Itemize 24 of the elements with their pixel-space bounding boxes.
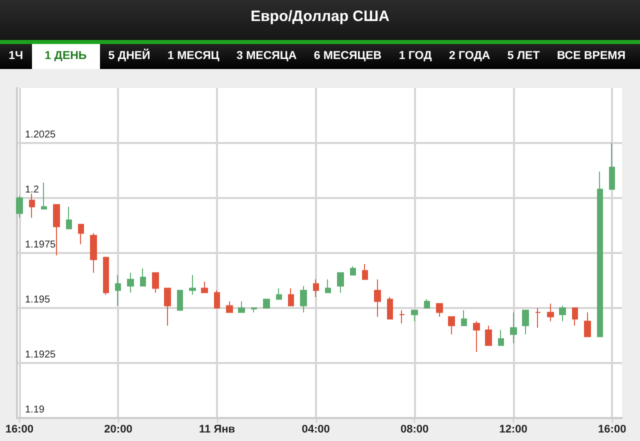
x-tick-label: 12:00 [499,424,528,436]
text: 1 ДЕНЬ [32,44,100,69]
x-tick-label: 16:00 [5,424,34,436]
y-tick-label: 1.2 [25,184,40,196]
text: 1Ч [8,49,24,64]
text: 5 ЛЕТ [506,49,541,64]
y-tick-label: 1.1975 [25,240,56,250]
text: ВСЕ ВРЕМЯ [556,49,626,64]
text: 1 МЕСЯЦ [166,49,220,64]
y-tick-label: 1.195 [25,294,50,306]
text: 2 ГОДА [448,49,492,64]
x-tick-label: 20:00 [104,424,132,436]
text: 6 МЕСЯЦЕВ [312,49,383,64]
text: 1 ГОД [398,49,433,64]
chart-title: Евро/Доллар США [0,0,640,44]
x-tick-label: 11 Янв [199,424,236,436]
text: 5 ДНЕЙ [107,48,152,64]
x-tick-label: 08:00 [400,424,429,436]
x-tick-label: 04:00 [302,424,330,436]
y-tick-label: 1.19 [25,404,45,416]
y-tick-label: 1.2025 [25,130,56,140]
text: 3 МЕСЯЦА [236,49,298,64]
x-tick-label: 16:00 [598,424,626,436]
y-tick-label: 1.1925 [25,350,56,360]
